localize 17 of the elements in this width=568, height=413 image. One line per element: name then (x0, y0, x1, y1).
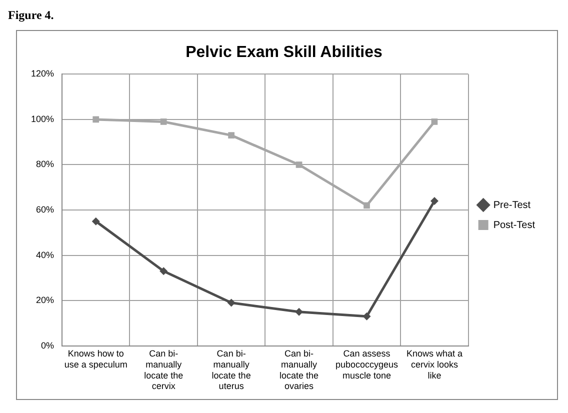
y-tick-label: 0% (41, 340, 54, 350)
y-tick-label: 120% (30, 68, 54, 79)
y-tick-label: 60% (36, 204, 54, 214)
y-tick-label: 80% (36, 159, 54, 170)
x-tick-label: Knows what a cervix looks like (406, 348, 462, 380)
x-tick-label: Can bi-manually locate the ovaries (280, 348, 319, 392)
y-tick-label: 100% (30, 114, 54, 124)
chart-title: Pelvic Exam Skill Abilities (186, 44, 383, 62)
x-tick-label: Can bi-manually locate the cervix (144, 348, 184, 392)
y-tick-label: 20% (36, 295, 54, 306)
legend-label: Post-Test (493, 220, 536, 231)
x-tick-label: Knows how to use a speculum (64, 348, 128, 370)
y-tick-label: 40% (36, 250, 54, 260)
x-tick-label: Can bi-manually locate the uterus (212, 348, 251, 392)
caption: Figure 4. (8, 8, 55, 24)
legend-label: Pre-Test (493, 200, 531, 211)
x-tick-label: Can assess pubococcygeus muscle tone (335, 348, 399, 380)
